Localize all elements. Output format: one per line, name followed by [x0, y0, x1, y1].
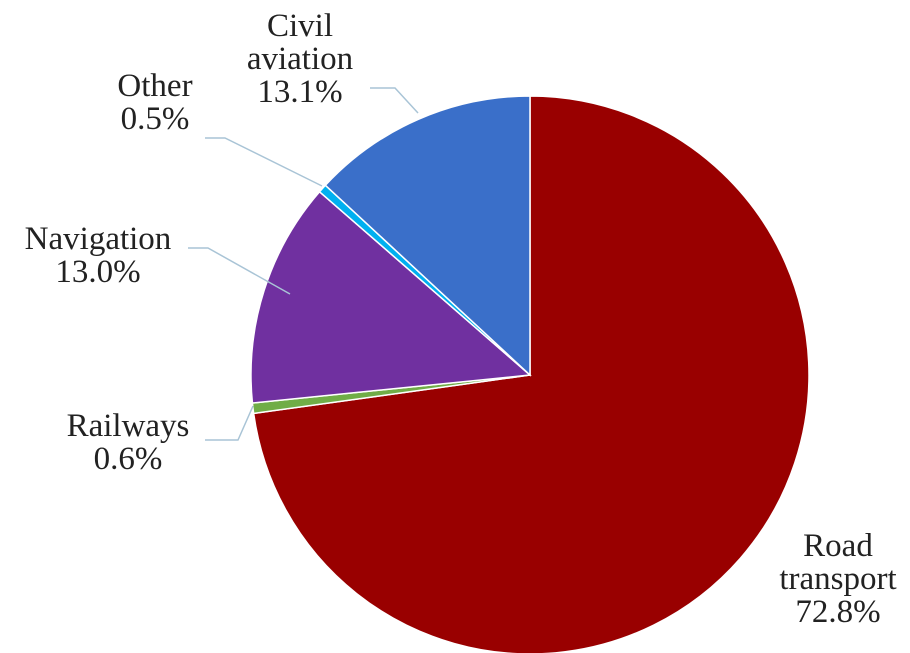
slice-name-civil-1: aviation [247, 41, 353, 77]
slice-value-civil: 13.1% [257, 74, 342, 110]
slice-name-road-0: Road [803, 528, 873, 564]
slice-name-civil-0: Civil [267, 8, 333, 44]
slice-name-road-1: transport [779, 561, 896, 597]
slice-name-other-0: Other [117, 68, 192, 104]
leader-line-civil [370, 87, 419, 114]
leader-line-navigation [188, 247, 291, 295]
leader-lines [188, 87, 419, 441]
slice-value-railways: 0.6% [94, 441, 163, 477]
slice-value-road: 72.8% [795, 594, 880, 630]
slice-label-navigation: Navigation 13.0% [25, 221, 172, 290]
slice-name-railways-0: Railways [67, 408, 190, 444]
slice-value-navigation: 13.0% [55, 254, 140, 290]
slice-civil [324, 95, 531, 377]
slice-labels: Road transport 72.8% Railways 0.6% Navigation… [25, 8, 897, 630]
pie-slices [250, 95, 810, 653]
slice-road [252, 95, 810, 653]
leader-line-railways [205, 405, 254, 441]
slice-name-navigation-0: Navigation [25, 221, 172, 257]
slice-label-road: Road transport 72.8% [779, 528, 896, 630]
slice-label-other: Other 0.5% [117, 68, 192, 137]
leader-line-other [205, 137, 323, 187]
slice-label-civil: Civil aviation 13.1% [247, 8, 353, 110]
slice-label-railways: Railways 0.6% [67, 408, 190, 477]
slice-navigation [250, 190, 532, 404]
slice-value-other: 0.5% [121, 101, 190, 137]
